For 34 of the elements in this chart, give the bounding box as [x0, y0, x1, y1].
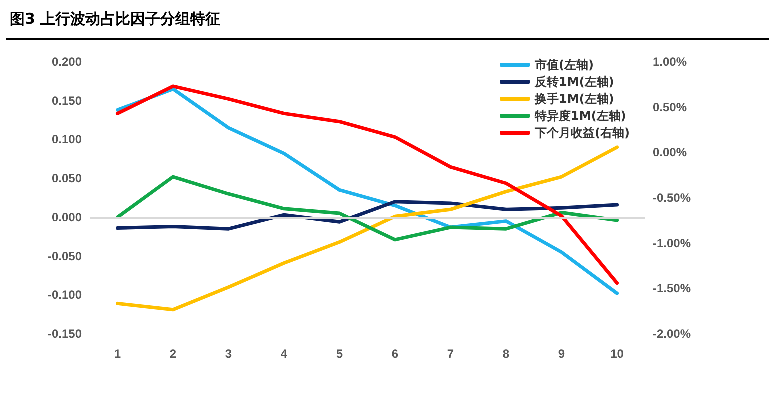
- y2-tick-label: -2.00%: [653, 327, 692, 341]
- legend-label: 下个月收益(右轴): [534, 126, 630, 140]
- x-tick-label: 3: [225, 347, 232, 361]
- y-tick-label: 0.150: [52, 94, 82, 108]
- y-tick-label: 0.200: [52, 55, 82, 69]
- x-tick-label: 5: [336, 347, 344, 361]
- legend-label: 换手1M(左轴): [534, 92, 614, 106]
- line-series: [116, 175, 619, 242]
- x-tick-label: 9: [558, 347, 566, 361]
- line-series: [116, 146, 619, 312]
- y-tick-label: -0.150: [48, 327, 82, 341]
- y2-tick-label: 0.50%: [653, 100, 688, 114]
- y-tick-label: -0.050: [48, 249, 82, 264]
- y2-tick-label: -1.50%: [653, 282, 692, 296]
- chart-title: 图3 上行波动占比因子分组特征: [10, 10, 221, 29]
- x-tick-label: 10: [610, 347, 624, 361]
- x-tick-label: 1: [114, 347, 122, 361]
- y2-tick-label: 0.00%: [653, 146, 688, 160]
- y2-tick-label: -0.50%: [653, 191, 692, 205]
- y-tick-label: 0.100: [52, 132, 82, 147]
- y-tick-label: -0.100: [48, 288, 82, 302]
- x-tick-label: 4: [280, 347, 288, 361]
- x-tick-label: 6: [392, 347, 399, 361]
- legend-label: 反转1M(左轴): [534, 75, 614, 89]
- x-tick-label: 7: [447, 347, 454, 361]
- legend-label: 特异度1M(左轴): [534, 109, 626, 123]
- x-tick-label: 2: [170, 347, 177, 361]
- legend-label: 市值(左轴): [534, 58, 594, 72]
- y-tick-label: 0.000: [52, 210, 82, 224]
- line-series: [116, 200, 619, 231]
- x-tick-label: 8: [502, 347, 510, 361]
- y2-tick-label: 1.00%: [653, 55, 688, 69]
- y2-tick-label: -1.00%: [653, 236, 692, 250]
- y-tick-label: 0.050: [52, 172, 82, 186]
